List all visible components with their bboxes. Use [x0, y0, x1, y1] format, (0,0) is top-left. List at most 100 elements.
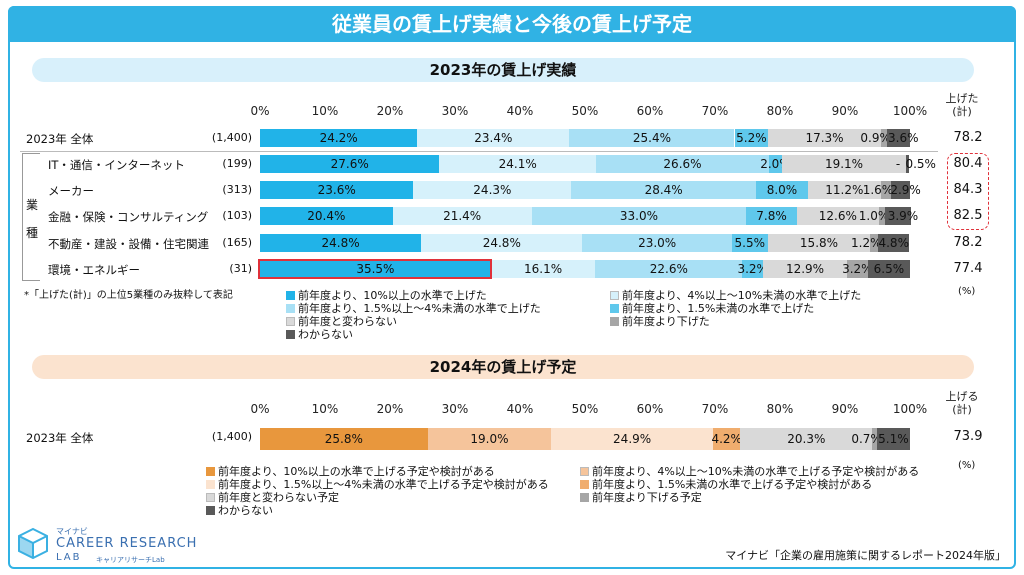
- industry-bracket: [22, 153, 40, 281]
- legend-item: 前年度より、1.5%未満の水準で上げた: [610, 300, 814, 316]
- bar-segment: 27.6%: [260, 155, 440, 173]
- axis-tick-label: 40%: [506, 402, 534, 416]
- legend-label: 前年度より、4%以上～10%未満の水準で上げる予定や検討がある: [592, 465, 920, 478]
- legend-swatch: [610, 303, 619, 313]
- row-total: 78.2: [953, 130, 983, 145]
- data-label: 7.8%: [756, 209, 787, 223]
- legend-label: 前年度より下げた: [622, 315, 710, 328]
- row-label: 環境・エネルギー: [48, 263, 140, 277]
- data-label: 24.8%: [321, 236, 360, 250]
- data-label: 35.5%: [356, 262, 395, 276]
- bar-segment: 16.1%: [490, 260, 596, 278]
- legend-swatch: [610, 290, 619, 300]
- axis-tick-label: 0%: [250, 402, 270, 416]
- data-label: 24.3%: [473, 183, 512, 197]
- data-label: 4.2%: [711, 432, 742, 446]
- industry-label-1: 業: [26, 198, 39, 212]
- bar-segment: 20.3%: [740, 428, 873, 450]
- bar-segment: 24.9%: [551, 428, 714, 450]
- bar-segment: 1.2%: [851, 234, 882, 252]
- row-sample-size: (199): [222, 157, 252, 170]
- bar-segment: 25.8%: [260, 428, 428, 450]
- legend-item: 前年度より、10%以上の水準で上げた: [286, 287, 487, 303]
- legend-label: 前年度と変わらない: [298, 315, 397, 328]
- axis-tick-label: 30%: [441, 104, 469, 118]
- legend-label: わからない: [218, 504, 273, 517]
- data-label: 25.8%: [324, 432, 363, 446]
- bar-segment: 3.2%: [842, 260, 873, 278]
- axis-tick-label: 100%: [892, 402, 928, 416]
- bar-segment: 24.2%: [260, 129, 418, 147]
- legend-swatch: [610, 316, 619, 326]
- legend-item: 前年度より、10%以上の水準で上げる予定や検討がある: [206, 463, 495, 479]
- legend-label: わからない: [298, 328, 353, 341]
- bar-segment: 0.9%: [860, 129, 891, 147]
- separator-line: [20, 151, 938, 152]
- bar-segment: 23.6%: [260, 181, 414, 199]
- data-label: 19.0%: [470, 432, 509, 446]
- data-label: 0.9%: [860, 131, 891, 145]
- logo-sub-text: キャリアリサーチLab: [96, 556, 165, 564]
- legend-item: 前年度より、1.5%以上～4%未満の水準で上げた: [286, 300, 541, 316]
- axis-tick-label: 70%: [701, 104, 729, 118]
- total-header-2023: 上げた (計): [940, 92, 984, 118]
- data-label: 8.0%: [766, 183, 798, 197]
- bar-segment: 6.5%: [867, 260, 910, 278]
- row-label: IT・通信・インターネット: [48, 158, 185, 172]
- row-sample-size: (31): [229, 262, 252, 275]
- data-label: 6.5%: [873, 262, 905, 276]
- bar-segment: 4.8%: [878, 234, 910, 252]
- legend-swatch: [286, 303, 295, 313]
- logo-lab-text: LAB: [56, 552, 82, 563]
- legend-swatch: [206, 492, 215, 502]
- legend-swatch: [206, 479, 215, 489]
- bar-segment: 35.5%: [260, 260, 491, 278]
- bar-segment: 1.6%: [863, 181, 893, 199]
- data-label: 20.4%: [307, 209, 346, 223]
- bar-segment: 28.4%: [571, 181, 756, 199]
- legend-swatch: [580, 479, 589, 489]
- logo-small-text: マイナビ: [56, 527, 88, 536]
- axis-tick-label: 10%: [311, 402, 339, 416]
- row-sample-size: (165): [222, 236, 252, 249]
- data-label: 2.9%: [890, 183, 921, 197]
- axis-tick-label: 60%: [636, 104, 664, 118]
- row-label: 金融・保険・コンサルティング: [48, 210, 209, 224]
- data-label: 23.0%: [638, 236, 677, 250]
- axis-tick-label: 20%: [376, 104, 404, 118]
- axis-tick-label: 20%: [376, 402, 404, 416]
- data-label: 1.6%: [862, 183, 894, 197]
- bar-segment: 33.0%: [531, 207, 747, 225]
- cube-icon: [18, 527, 48, 560]
- bar-segment: 19.0%: [427, 428, 552, 450]
- data-label: 24.8%: [482, 236, 521, 250]
- axis-tick-label: 0%: [250, 104, 270, 118]
- row-sample-size: (313): [222, 183, 252, 196]
- bar-segment: 21.4%: [392, 207, 532, 225]
- bar-segment: 20.4%: [260, 207, 393, 225]
- data-label: 3.6%: [888, 131, 919, 145]
- axis-tick-label: 10%: [311, 104, 339, 118]
- data-label: 24.2%: [319, 131, 358, 145]
- legend-swatch: [206, 505, 215, 515]
- data-label: 16.1%: [524, 262, 563, 276]
- data-label: 23.6%: [317, 183, 356, 197]
- data-label: 26.6%: [663, 157, 702, 171]
- data-label: 5.1%: [878, 432, 909, 446]
- axis-tick-label: 30%: [441, 402, 469, 416]
- row-sample-size: (103): [222, 209, 252, 222]
- data-label: 24.1%: [498, 157, 537, 171]
- bar-segment: 3.6%: [886, 129, 919, 147]
- bar-segment: 25.4%: [569, 129, 735, 147]
- row-sample-size: (1,400): [211, 131, 252, 144]
- legend-item: わからない: [206, 502, 273, 518]
- row-total: 78.2: [953, 235, 983, 250]
- data-label: 3.2%: [737, 262, 768, 276]
- data-label: 25.4%: [632, 131, 671, 145]
- data-label: 23.4%: [474, 131, 513, 145]
- axis-tick-label: 50%: [571, 402, 599, 416]
- bar-segment: 24.1%: [439, 155, 597, 173]
- highlight-box: [258, 259, 492, 279]
- data-label: 5.5%: [734, 236, 766, 250]
- bar-segment: 26.6%: [596, 155, 769, 173]
